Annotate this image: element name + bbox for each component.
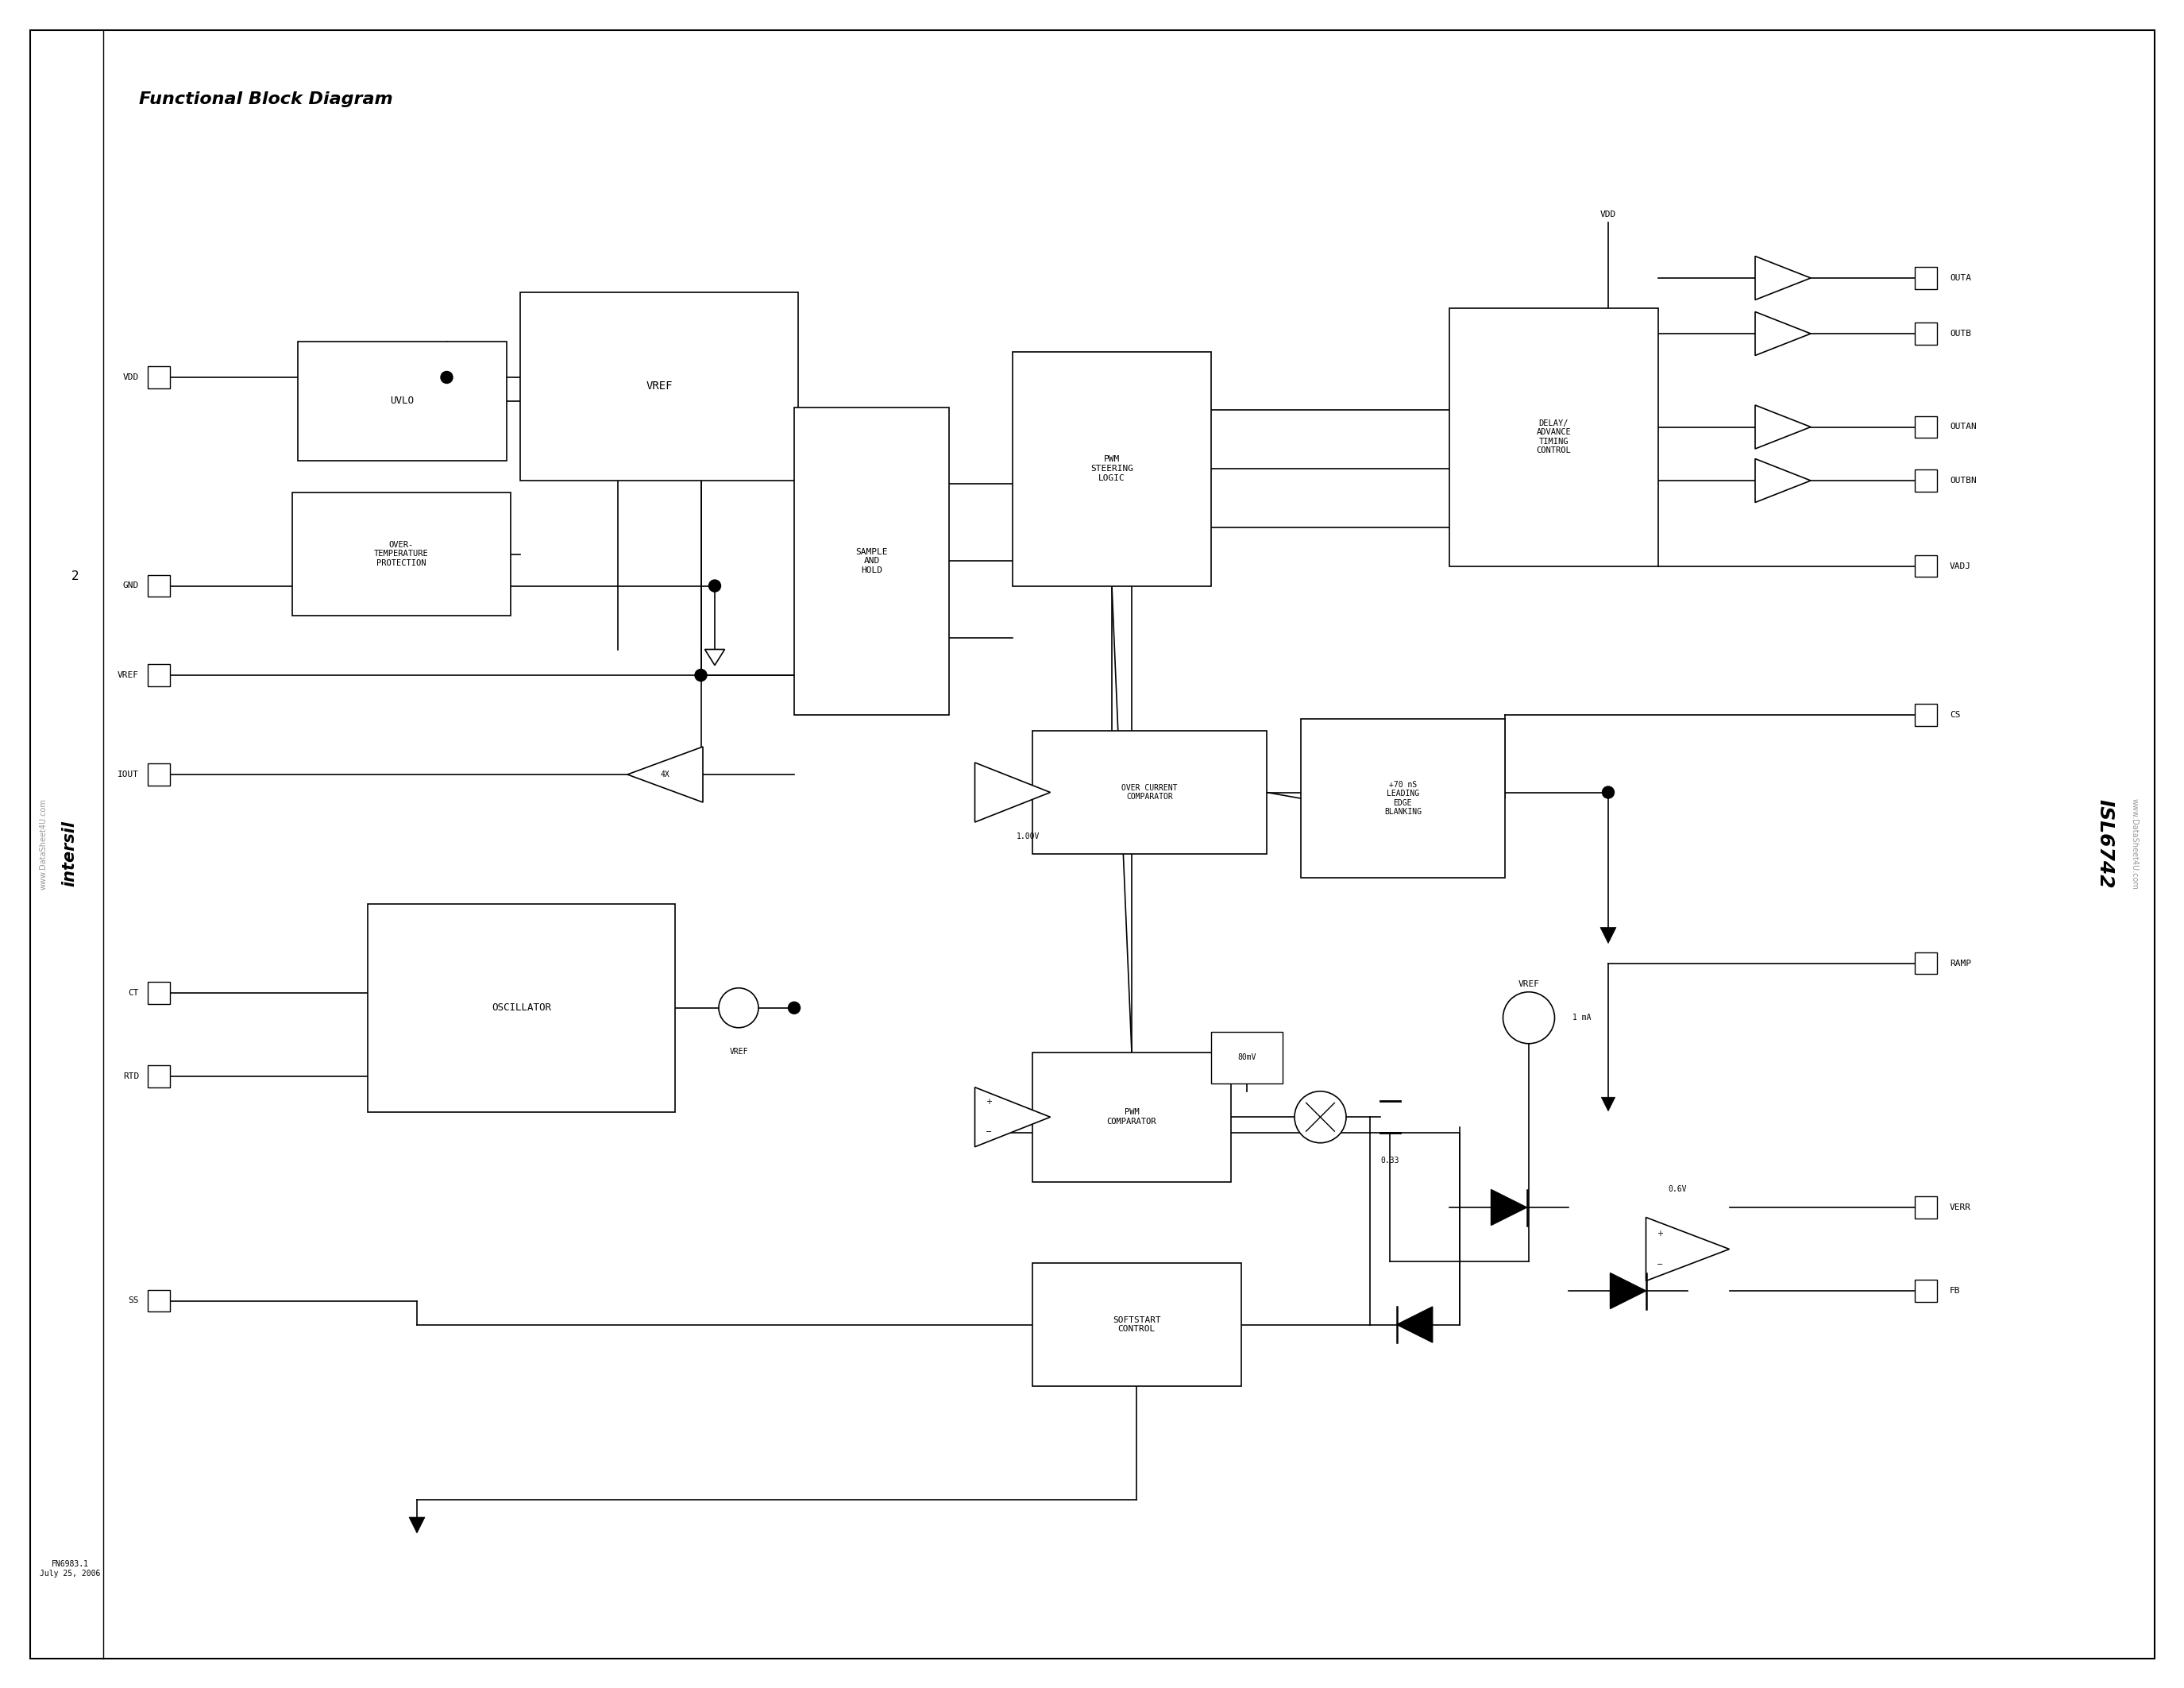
Text: 4X: 4X (660, 770, 670, 778)
Bar (1915, 952, 1937, 974)
Text: DELAY/
ADVANCE
TIMING
CONTROL: DELAY/ ADVANCE TIMING CONTROL (1535, 419, 1570, 454)
Text: VREF: VREF (646, 381, 673, 392)
Bar (1033, 1263, 1241, 1386)
Text: www.DataSheet4U.com: www.DataSheet4U.com (39, 798, 48, 890)
Polygon shape (1610, 1273, 1647, 1308)
Bar (1915, 469, 1937, 491)
Text: IOUT: IOUT (118, 770, 140, 778)
Text: OVER CURRENT
COMPARATOR: OVER CURRENT COMPARATOR (1123, 783, 1177, 800)
Bar (1033, 731, 1267, 854)
Text: VREF: VREF (729, 1048, 747, 1055)
Text: +: + (1658, 1229, 1662, 1237)
Circle shape (695, 668, 708, 682)
Text: OUTBN: OUTBN (1950, 476, 1977, 484)
Polygon shape (1647, 1217, 1730, 1281)
Bar (297, 341, 507, 461)
Bar (1915, 704, 1937, 726)
Text: VADJ: VADJ (1950, 562, 1972, 571)
Text: 1 mA: 1 mA (1572, 1014, 1592, 1021)
Polygon shape (705, 650, 725, 665)
Bar (1915, 555, 1937, 577)
Text: −: − (985, 1128, 992, 1136)
Text: −: − (1658, 1261, 1662, 1269)
Text: OVER-
TEMPERATURE
PROTECTION: OVER- TEMPERATURE PROTECTION (373, 540, 428, 567)
Bar (1915, 415, 1937, 437)
Bar (149, 1065, 170, 1087)
Text: CT: CT (129, 989, 140, 998)
Polygon shape (1756, 405, 1811, 449)
Bar (795, 407, 950, 716)
Text: FN6983.1
July 25, 2006: FN6983.1 July 25, 2006 (39, 1560, 100, 1577)
Circle shape (1603, 787, 1614, 798)
Bar (1915, 322, 1937, 344)
Polygon shape (627, 746, 703, 802)
Text: intersil: intersil (61, 820, 76, 886)
Polygon shape (1601, 927, 1616, 944)
Text: 0.33: 0.33 (1380, 1156, 1400, 1165)
Polygon shape (1756, 459, 1811, 503)
Bar (1033, 1053, 1232, 1182)
Text: ISL6742: ISL6742 (2094, 800, 2114, 888)
Bar (1915, 1197, 1937, 1219)
Text: VDD: VDD (122, 373, 140, 381)
Text: RAMP: RAMP (1950, 959, 1972, 967)
Bar (149, 665, 170, 685)
Polygon shape (974, 763, 1051, 822)
Text: CS: CS (1950, 711, 1961, 719)
Polygon shape (1601, 1097, 1616, 1111)
Text: VREF: VREF (1518, 981, 1540, 987)
Bar (1299, 719, 1505, 878)
Polygon shape (1398, 1307, 1433, 1342)
Text: +70 nS
LEADING
EDGE
BLANKING: +70 nS LEADING EDGE BLANKING (1385, 780, 1422, 815)
Text: VERR: VERR (1950, 1204, 1972, 1212)
Text: SAMPLE
AND
HOLD: SAMPLE AND HOLD (856, 549, 887, 574)
Polygon shape (408, 1518, 426, 1533)
Polygon shape (1756, 257, 1811, 300)
Circle shape (1295, 1090, 1345, 1143)
Bar (1450, 307, 1658, 565)
Text: FB: FB (1950, 1286, 1961, 1295)
Bar (149, 763, 170, 785)
Text: 0.6V: 0.6V (1669, 1185, 1686, 1193)
Text: GND: GND (122, 582, 140, 589)
Bar (149, 366, 170, 388)
Bar (1915, 267, 1937, 289)
Text: PWM
COMPARATOR: PWM COMPARATOR (1107, 1109, 1158, 1126)
Circle shape (1503, 993, 1555, 1043)
Text: OUTA: OUTA (1950, 273, 1972, 282)
Text: UVLO: UVLO (391, 397, 415, 407)
Text: Functional Block Diagram: Functional Block Diagram (140, 91, 393, 108)
Text: RTD: RTD (122, 1072, 140, 1080)
Bar (149, 1290, 170, 1312)
Circle shape (719, 987, 758, 1028)
Text: OSCILLATOR: OSCILLATOR (491, 1003, 550, 1013)
Circle shape (441, 371, 452, 383)
Bar (1212, 1031, 1282, 1084)
Bar (149, 576, 170, 598)
Bar (293, 493, 511, 616)
Text: +: + (985, 1099, 992, 1106)
Text: 2: 2 (72, 571, 79, 582)
Text: VREF: VREF (118, 672, 140, 679)
Polygon shape (974, 1087, 1051, 1146)
Bar (149, 982, 170, 1004)
Bar (1013, 351, 1212, 586)
Bar (1915, 1280, 1937, 1301)
Circle shape (788, 1003, 799, 1014)
Text: OUTB: OUTB (1950, 329, 1972, 338)
Text: SS: SS (129, 1296, 140, 1305)
Text: OUTAN: OUTAN (1950, 424, 1977, 430)
Text: www.DataSheet4U.com: www.DataSheet4U.com (2129, 798, 2138, 890)
Bar (520, 292, 797, 481)
Text: SOFTSTART
CONTROL: SOFTSTART CONTROL (1112, 1317, 1162, 1334)
Text: VDD: VDD (1601, 211, 1616, 218)
Polygon shape (1756, 312, 1811, 356)
Circle shape (710, 581, 721, 592)
Text: 1.00V: 1.00V (1018, 832, 1040, 841)
Bar (367, 903, 675, 1112)
Polygon shape (1492, 1190, 1527, 1225)
Text: 80mV: 80mV (1238, 1053, 1256, 1062)
Text: PWM
STEERING
LOGIC: PWM STEERING LOGIC (1090, 456, 1133, 481)
